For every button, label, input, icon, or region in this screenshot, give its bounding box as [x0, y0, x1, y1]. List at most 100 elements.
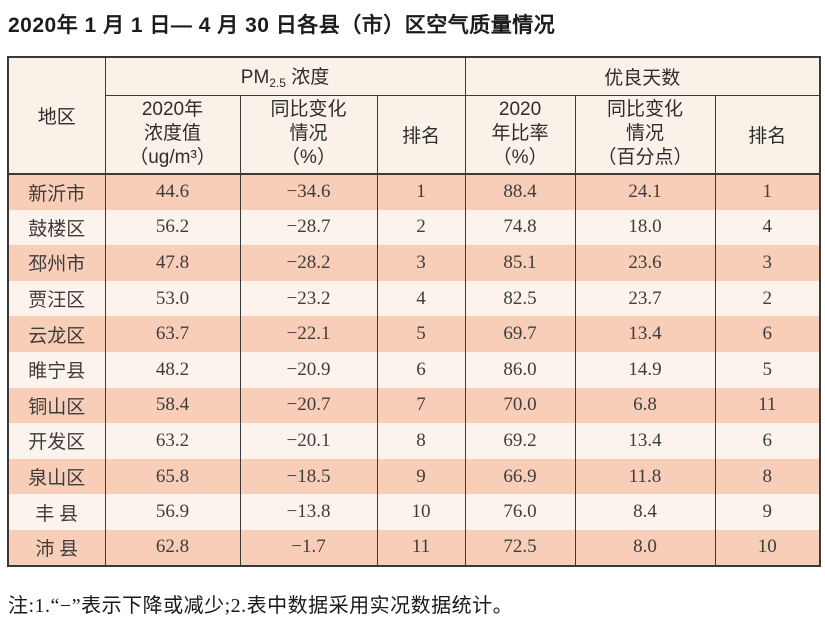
cell-region: 贾汪区 — [7, 280, 106, 317]
cell-region: 睢宁县 — [7, 351, 106, 388]
cell-days-change: 6.8 — [574, 387, 716, 424]
cell-days-change: 8.0 — [574, 529, 716, 566]
cell-days-rank: 6 — [714, 316, 821, 352]
cell-region: 云龙区 — [7, 316, 106, 352]
col-group-pm25: PM2.5 浓度 — [104, 57, 466, 96]
cell-pm-change: −13.8 — [239, 494, 378, 530]
cell-days-change: 18.0 — [574, 209, 716, 246]
table-row: 开发区 63.2 −20.1 8 69.2 13.4 6 — [7, 423, 821, 459]
cell-days-rank: 2 — [714, 280, 821, 317]
cell-pm-change: −28.7 — [239, 209, 378, 246]
cell-days-rank: 10 — [714, 529, 821, 566]
table-header: 地区 PM2.5 浓度 优良天数 2020年 浓度值 （ug/m³） 同比变化 … — [7, 57, 821, 175]
cell-days-rank: 9 — [714, 494, 821, 530]
cell-pm-rank: 5 — [376, 316, 466, 352]
cell-days-ratio: 69.7 — [464, 316, 576, 352]
table-row: 鼓楼区 56.2 −28.7 2 74.8 18.0 4 — [7, 209, 821, 246]
cell-pm-rank: 1 — [376, 174, 466, 210]
cell-days-rank: 11 — [714, 387, 821, 424]
cell-pm-rank: 9 — [376, 458, 466, 495]
table-body: 新沂市 44.6 −34.6 1 88.4 24.1 1 鼓楼区 56.2 −2… — [7, 174, 821, 566]
pm25-suffix: 浓度 — [285, 67, 330, 89]
col-header-region: 地区 — [7, 57, 106, 175]
footnote: 注:1.“−”表示下降或减少;2.表中数据采用实况数据统计。 — [8, 594, 514, 617]
cell-pm-value: 65.8 — [104, 458, 241, 495]
cell-pm-rank: 7 — [376, 387, 466, 424]
cell-pm-value: 58.4 — [104, 387, 241, 424]
cell-pm-rank: 11 — [376, 529, 466, 566]
cell-region: 鼓楼区 — [7, 209, 106, 246]
cell-pm-value: 56.9 — [104, 494, 241, 530]
cell-pm-rank: 6 — [376, 351, 466, 388]
cell-days-rank: 3 — [714, 245, 821, 281]
col-header-pm-change: 同比变化 情况 （%） — [239, 95, 378, 175]
cell-days-change: 13.4 — [574, 316, 716, 352]
cell-days-ratio: 66.9 — [464, 458, 576, 495]
col-header-days-ratio: 2020 年比率 （%） — [464, 95, 576, 175]
cell-pm-change: −20.7 — [239, 387, 378, 424]
cell-days-rank: 6 — [714, 423, 821, 459]
air-quality-table: 地区 PM2.5 浓度 优良天数 2020年 浓度值 （ug/m³） 同比变化 … — [7, 56, 822, 567]
cell-pm-change: −20.9 — [239, 351, 378, 388]
table-row: 贾汪区 53.0 −23.2 4 82.5 23.7 2 — [7, 280, 821, 317]
cell-days-ratio: 69.2 — [464, 423, 576, 459]
cell-pm-value: 53.0 — [104, 280, 241, 317]
cell-pm-rank: 2 — [376, 209, 466, 246]
cell-pm-change: −28.2 — [239, 245, 378, 281]
cell-days-ratio: 85.1 — [464, 245, 576, 281]
cell-days-change: 13.4 — [574, 423, 716, 459]
table-row: 新沂市 44.6 −34.6 1 88.4 24.1 1 — [7, 174, 821, 210]
cell-pm-value: 48.2 — [104, 351, 241, 388]
cell-days-change: 11.8 — [574, 458, 716, 495]
pm25-subscript: 2.5 — [269, 76, 286, 91]
cell-region: 沛 县 — [7, 529, 106, 566]
cell-region: 开发区 — [7, 423, 106, 459]
header-group-row: 地区 PM2.5 浓度 优良天数 — [7, 57, 821, 175]
cell-pm-rank: 8 — [376, 423, 466, 459]
cell-days-ratio: 74.8 — [464, 209, 576, 246]
cell-pm-value: 63.2 — [104, 423, 241, 459]
table-row: 沛 县 62.8 −1.7 11 72.5 8.0 10 — [7, 529, 821, 566]
table-row: 泉山区 65.8 −18.5 9 66.9 11.8 8 — [7, 458, 821, 495]
cell-pm-change: −23.2 — [239, 280, 378, 317]
cell-days-change: 8.4 — [574, 494, 716, 530]
cell-days-change: 24.1 — [574, 174, 716, 210]
col-header-pm-value: 2020年 浓度值 （ug/m³） — [104, 95, 241, 175]
cell-pm-change: −20.1 — [239, 423, 378, 459]
cell-region: 新沂市 — [7, 174, 106, 210]
col-group-good-days: 优良天数 — [464, 57, 821, 96]
cell-days-ratio: 76.0 — [464, 494, 576, 530]
table-row: 邳州市 47.8 −28.2 3 85.1 23.6 3 — [7, 245, 821, 281]
cell-days-change: 23.6 — [574, 245, 716, 281]
cell-days-ratio: 70.0 — [464, 387, 576, 424]
cell-days-rank: 1 — [714, 174, 821, 210]
cell-region: 丰 县 — [7, 494, 106, 530]
col-header-pm-rank: 排名 — [376, 95, 466, 175]
cell-pm-value: 63.7 — [104, 316, 241, 352]
page-title: 2020年 1 月 1 日— 4 月 30 日各县（市）区空气质量情况 — [8, 14, 556, 37]
cell-days-change: 14.9 — [574, 351, 716, 388]
cell-pm-value: 44.6 — [104, 174, 241, 210]
cell-days-rank: 8 — [714, 458, 821, 495]
cell-pm-value: 47.8 — [104, 245, 241, 281]
cell-days-rank: 5 — [714, 351, 821, 388]
cell-region: 泉山区 — [7, 458, 106, 495]
col-header-days-change: 同比变化 情况 （百分点） — [574, 95, 716, 175]
cell-pm-value: 62.8 — [104, 529, 241, 566]
cell-pm-rank: 4 — [376, 280, 466, 317]
cell-region: 铜山区 — [7, 387, 106, 424]
cell-pm-change: −22.1 — [239, 316, 378, 352]
table-row: 云龙区 63.7 −22.1 5 69.7 13.4 6 — [7, 316, 821, 352]
header-sub-row: 2020年 浓度值 （ug/m³） 同比变化 情况 （%） 排名 2020 年比… — [8, 95, 821, 175]
cell-pm-rank: 10 — [376, 494, 466, 530]
cell-days-ratio: 88.4 — [464, 174, 576, 210]
cell-days-ratio: 72.5 — [464, 529, 576, 566]
cell-pm-change: −18.5 — [239, 458, 378, 495]
cell-pm-change: −1.7 — [239, 529, 378, 566]
table-row: 睢宁县 48.2 −20.9 6 86.0 14.9 5 — [7, 351, 821, 388]
cell-days-change: 23.7 — [574, 280, 716, 317]
cell-region: 邳州市 — [7, 245, 106, 281]
cell-pm-value: 56.2 — [104, 209, 241, 246]
cell-pm-change: −34.6 — [239, 174, 378, 210]
